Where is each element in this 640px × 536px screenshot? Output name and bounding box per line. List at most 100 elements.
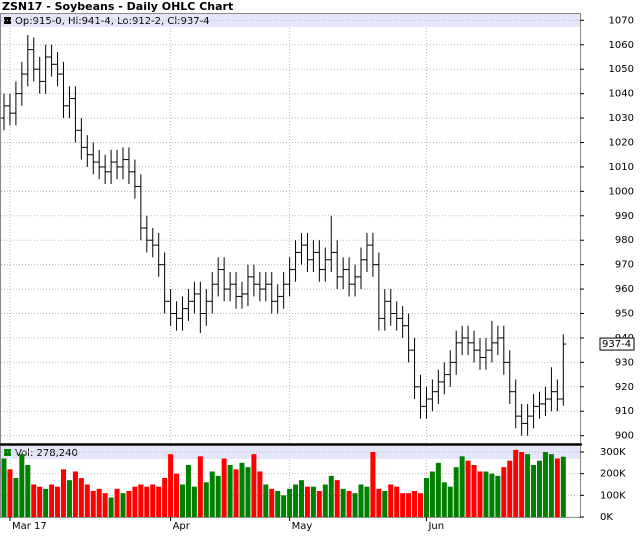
volume-bar: [513, 449, 519, 517]
volume-bar: [215, 475, 221, 517]
volume-bar: [162, 478, 168, 517]
volume-bar: [412, 491, 418, 517]
volume-bar: [388, 484, 394, 517]
volume-bar: [435, 462, 441, 517]
volume-bar: [66, 480, 72, 517]
y-tick-label: 1030: [609, 113, 634, 124]
volume-bar: [501, 467, 507, 517]
volume-bar: [180, 484, 185, 517]
volume-bar: [542, 452, 548, 517]
volume-info: Vol: 278,240: [15, 448, 78, 459]
x-tick-label: Apr: [173, 521, 191, 532]
volume-bar: [554, 458, 560, 517]
y-tick-label: 100K: [600, 490, 626, 501]
volume-bar: [49, 484, 55, 517]
volume-bar: [310, 486, 316, 517]
chart-title: ZSN17 - Soybeans - Daily OHLC Chart: [2, 0, 233, 13]
volume-bar: [370, 452, 376, 517]
volume-bar: [37, 486, 43, 517]
volume-bar: [72, 471, 78, 517]
volume-bar: [352, 493, 358, 517]
volume-bar: [197, 456, 203, 517]
volume-bar: [364, 486, 370, 517]
y-tick-label: 980: [615, 235, 634, 246]
y-tick-label: 1010: [609, 162, 634, 173]
volume-bar: [275, 491, 281, 517]
volume-bar: [227, 465, 233, 517]
volume-bar: [150, 484, 156, 517]
volume-bar: [394, 486, 400, 517]
y-tick-label: 200K: [600, 469, 626, 480]
y-tick-label: 1000: [609, 186, 634, 197]
volume-bar: [233, 469, 239, 517]
volume-bar: [376, 488, 382, 517]
volume-bar: [25, 465, 31, 517]
x-tick-label: Jun: [427, 521, 444, 532]
y-tick-label: 950: [615, 309, 634, 320]
y-tick-label: 1040: [609, 89, 634, 100]
volume-bar: [507, 460, 513, 517]
volume-bar: [168, 454, 174, 517]
y-tick-label: 920: [615, 382, 634, 393]
volume-bar: [78, 478, 84, 517]
ohlc-info: Op:915-0, Hi:941-4, Lo:912-2, Cl:937-4: [15, 16, 210, 27]
volume-bar: [519, 452, 525, 517]
volume-bar: [221, 458, 227, 517]
volume-bar: [400, 493, 406, 517]
volume-bar: [322, 484, 328, 517]
volume-bar: [447, 486, 453, 517]
y-tick-label: 0K: [600, 512, 613, 523]
volume-bar: [459, 456, 465, 517]
volume-bar: [340, 488, 346, 517]
volume-bar: [19, 454, 25, 517]
volume-bar: [156, 486, 162, 517]
y-tick-label: 970: [615, 260, 634, 271]
volume-bar: [84, 484, 90, 517]
volume-bar: [96, 488, 102, 517]
volume-bar: [346, 491, 352, 517]
last-price-box: [599, 337, 635, 351]
y-tick-label: 960: [615, 284, 634, 295]
volume-bar: [358, 484, 364, 517]
last-price-label: 937-4: [602, 339, 631, 350]
volume-bar: [7, 469, 13, 517]
volume-bar: [382, 491, 388, 517]
volume-bar: [120, 493, 126, 517]
volume-bar: [429, 471, 435, 517]
volume-bar: [31, 484, 37, 517]
volume-bar: [477, 471, 483, 517]
y-tick-label: 1060: [609, 40, 634, 51]
x-tick-label: Mar 17: [12, 521, 47, 532]
volume-bar: [13, 478, 19, 517]
volume-bar: [489, 473, 495, 517]
volume-bar: [531, 465, 537, 517]
volume-bar: [203, 482, 209, 517]
volume-bar: [55, 486, 61, 517]
volume-bar: [239, 462, 245, 517]
volume-bar: [90, 491, 96, 517]
volume-bar: [185, 465, 191, 517]
y-tick-label: 910: [615, 406, 634, 417]
volume-bar: [316, 491, 322, 517]
volume-bar: [423, 478, 429, 517]
volume-bar: [560, 456, 566, 517]
volume-bar: [132, 486, 138, 517]
volume-bar: [191, 486, 197, 517]
volume-bar: [548, 454, 554, 517]
volume-bar: [251, 454, 257, 517]
volume-bar: [126, 491, 132, 517]
volume-bar: [102, 493, 108, 517]
volume-bar: [1, 458, 7, 517]
volume-bar: [174, 473, 180, 517]
y-tick-label: 1070: [609, 15, 634, 26]
volume-bar: [114, 488, 120, 517]
volume-bar: [144, 486, 150, 517]
x-tick-label: May: [292, 521, 313, 532]
y-tick-label: 900: [615, 431, 634, 442]
y-tick-label: 990: [615, 211, 634, 222]
volume-bar: [299, 480, 304, 517]
volume-bar: [257, 471, 263, 517]
volume-bar: [263, 484, 269, 517]
volume-band: [1, 446, 580, 459]
volume-bar: [245, 467, 251, 517]
